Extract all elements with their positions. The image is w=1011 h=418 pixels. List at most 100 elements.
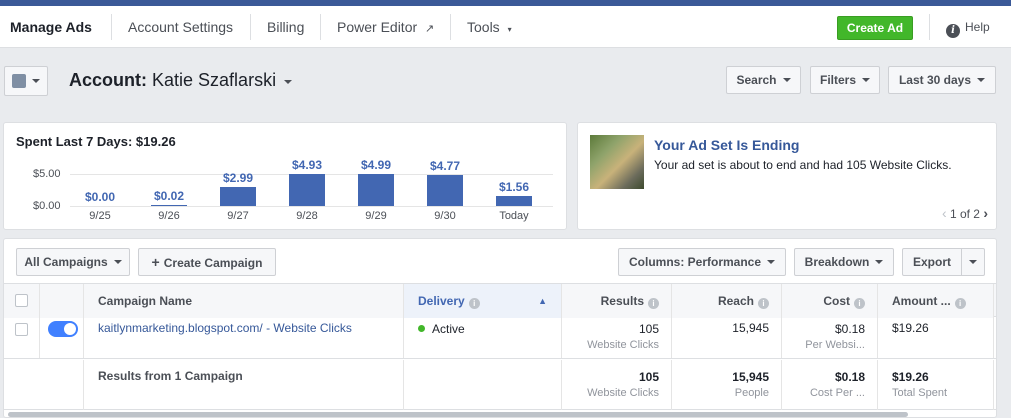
help-label: Help	[965, 20, 990, 34]
chevron-down-icon	[767, 260, 776, 264]
info-icon[interactable]: i	[758, 298, 769, 309]
header-cost[interactable]: Cost i	[782, 284, 878, 318]
header-delivery[interactable]: Delivery i ▲	[404, 284, 562, 318]
nav-tools[interactable]: Tools ▾	[467, 6, 512, 48]
cost-cell: $0.18 Per Websi...	[782, 318, 878, 358]
top-strip	[0, 0, 1011, 6]
nav-billing[interactable]: Billing	[267, 19, 305, 35]
chart-x-tick-label: 9/28	[296, 210, 318, 222]
header-reach[interactable]: Reach i	[672, 284, 782, 318]
select-all-checkbox[interactable]	[15, 294, 28, 307]
header-amount[interactable]: Amount ... i	[878, 284, 994, 318]
nav-tools-label: Tools	[467, 19, 500, 35]
date-range-label: Last 30 days	[898, 73, 972, 87]
chart-y-tick-label: $5.00	[33, 168, 61, 180]
summary-cost-cell: $0.18 Cost Per ...	[782, 360, 878, 410]
chevron-down-icon	[969, 260, 977, 264]
account-name: Katie Szaflarski	[152, 70, 277, 90]
header-results-label: Results	[600, 294, 644, 308]
status-dot	[418, 325, 425, 332]
notification-body: Your ad set is about to end and had 105 …	[654, 158, 952, 172]
summary-spacer	[4, 360, 84, 410]
header-cost-label: Cost	[823, 294, 850, 308]
chart-data-label: $0.00	[84, 190, 116, 204]
notification-title[interactable]: Your Ad Set Is Ending	[654, 137, 800, 153]
chart-x-tick-label: 9/29	[365, 210, 387, 222]
export-options-button[interactable]	[961, 248, 985, 276]
header-amount-label: Amount ...	[892, 294, 951, 308]
summary-reach-value: 15,945	[732, 370, 769, 384]
chevron-right-icon[interactable]: ›	[983, 205, 988, 221]
chart-data-label: $4.93	[291, 158, 323, 173]
summary-cost-sub: Cost Per ...	[809, 387, 865, 399]
account-label: Account:	[69, 70, 147, 90]
create-campaign-label: Create Campaign	[163, 256, 263, 270]
ad-thumbnail-image	[590, 135, 644, 189]
info-icon[interactable]: i	[854, 298, 865, 309]
export-button[interactable]: Export	[902, 248, 962, 276]
chart-bar	[496, 196, 532, 206]
breakdown-dropdown[interactable]: Breakdown	[794, 248, 894, 276]
campaign-name-link[interactable]: kaitlynmarketing.blogspot.com/ - Website…	[84, 318, 404, 358]
delivery-cell: Active	[404, 318, 562, 358]
create-campaign-button[interactable]: + Create Campaign	[138, 248, 276, 276]
nav-power-editor-label: Power Editor	[337, 19, 418, 35]
header-results[interactable]: Results i	[562, 284, 672, 318]
chevron-down-icon	[875, 260, 884, 264]
chevron-down-icon	[782, 78, 791, 82]
nav-account-settings[interactable]: Account Settings	[128, 19, 234, 35]
summary-amount-cell: $19.26 Total Spent	[878, 360, 994, 410]
top-nav: Manage Ads Account Settings Billing Powe…	[0, 6, 1011, 48]
header-campaign-name[interactable]: Campaign Name	[84, 284, 404, 318]
search-button[interactable]: Search	[726, 66, 801, 94]
nav-power-editor[interactable]: Power Editor ↗	[337, 6, 434, 48]
campaign-status-toggle[interactable]	[48, 321, 78, 337]
chart-y-tick-label: $0.00	[33, 200, 61, 212]
all-campaigns-dropdown[interactable]: All Campaigns	[16, 248, 130, 276]
chart-x-tick-label: 9/26	[158, 210, 180, 222]
chevron-down-icon	[862, 78, 870, 82]
reach-value: 15,945	[672, 318, 782, 358]
results-value: 105	[638, 322, 659, 336]
info-icon[interactable]: i	[954, 298, 966, 309]
spend-chart: $5.00 $0.00 $0.00 9/25 $0.02 9/26 $2.99 9/27 $4.…	[4, 123, 568, 231]
date-range-button[interactable]: Last 30 days	[888, 66, 996, 94]
summary-results-cell: 105 Website Clicks	[562, 360, 672, 410]
table-row[interactable]: kaitlynmarketing.blogspot.com/ - Website…	[4, 318, 996, 359]
notification-card: Your Ad Set Is Ending Your ad set is abo…	[577, 122, 997, 230]
chevron-down-icon	[113, 260, 122, 264]
table-header: Campaign Name Delivery i ▲ Results i Reach…	[4, 283, 996, 318]
filters-button[interactable]: Filters	[810, 66, 880, 94]
view-menu-button[interactable]	[4, 66, 48, 96]
info-icon[interactable]: i	[468, 298, 480, 309]
results-sub: Website Clicks	[587, 339, 659, 351]
create-ad-button[interactable]: Create Ad	[837, 16, 913, 40]
summary-reach-sub: People	[734, 387, 769, 399]
header-delivery-label: Delivery	[418, 294, 465, 308]
results-cell: 105 Website Clicks	[562, 318, 672, 358]
chart-bar	[151, 205, 187, 206]
account-selector[interactable]: Account: Katie Szaflarski	[69, 70, 293, 91]
spend-title: Spent Last 7 Days: $19.26	[16, 134, 176, 149]
horizontal-scrollbar[interactable]	[8, 412, 908, 417]
chart-bar	[427, 175, 463, 206]
chart-gridline	[70, 206, 553, 207]
chart-data-label: $4.99	[360, 158, 392, 173]
chart-data-label: $0.02	[153, 189, 185, 203]
header-toggle-cell	[40, 284, 84, 318]
help-link[interactable]: i Help	[946, 6, 990, 48]
columns-dropdown[interactable]: Columns: Performance	[618, 248, 786, 276]
help-icon: i	[946, 24, 960, 38]
chart-x-tick-label: 9/25	[89, 210, 111, 222]
chevron-down-icon	[284, 80, 293, 84]
all-campaigns-label: All Campaigns	[24, 255, 108, 269]
chevron-left-icon[interactable]: ‹	[941, 205, 947, 221]
columns-label: Columns: Performance	[628, 255, 762, 269]
info-icon[interactable]: i	[648, 298, 659, 309]
nav-manage-ads[interactable]: Manage Ads	[10, 19, 92, 35]
row-checkbox[interactable]	[15, 323, 28, 336]
nav-divider	[450, 14, 451, 40]
amount-value: $19.26	[878, 318, 994, 358]
spend-card: Spent Last 7 Days: $19.26 $5.00 $0.00 $0.0…	[3, 122, 567, 230]
chart-x-tick-label: 9/27	[227, 210, 249, 222]
